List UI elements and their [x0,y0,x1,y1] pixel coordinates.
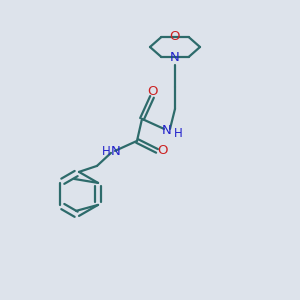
Text: N: N [170,51,180,64]
Text: N: N [162,124,172,137]
Text: H: H [174,128,182,140]
Text: O: O [158,144,168,158]
Text: H: H [102,146,110,158]
Text: N: N [111,146,121,158]
Text: O: O [148,85,158,98]
Text: O: O [170,30,180,43]
